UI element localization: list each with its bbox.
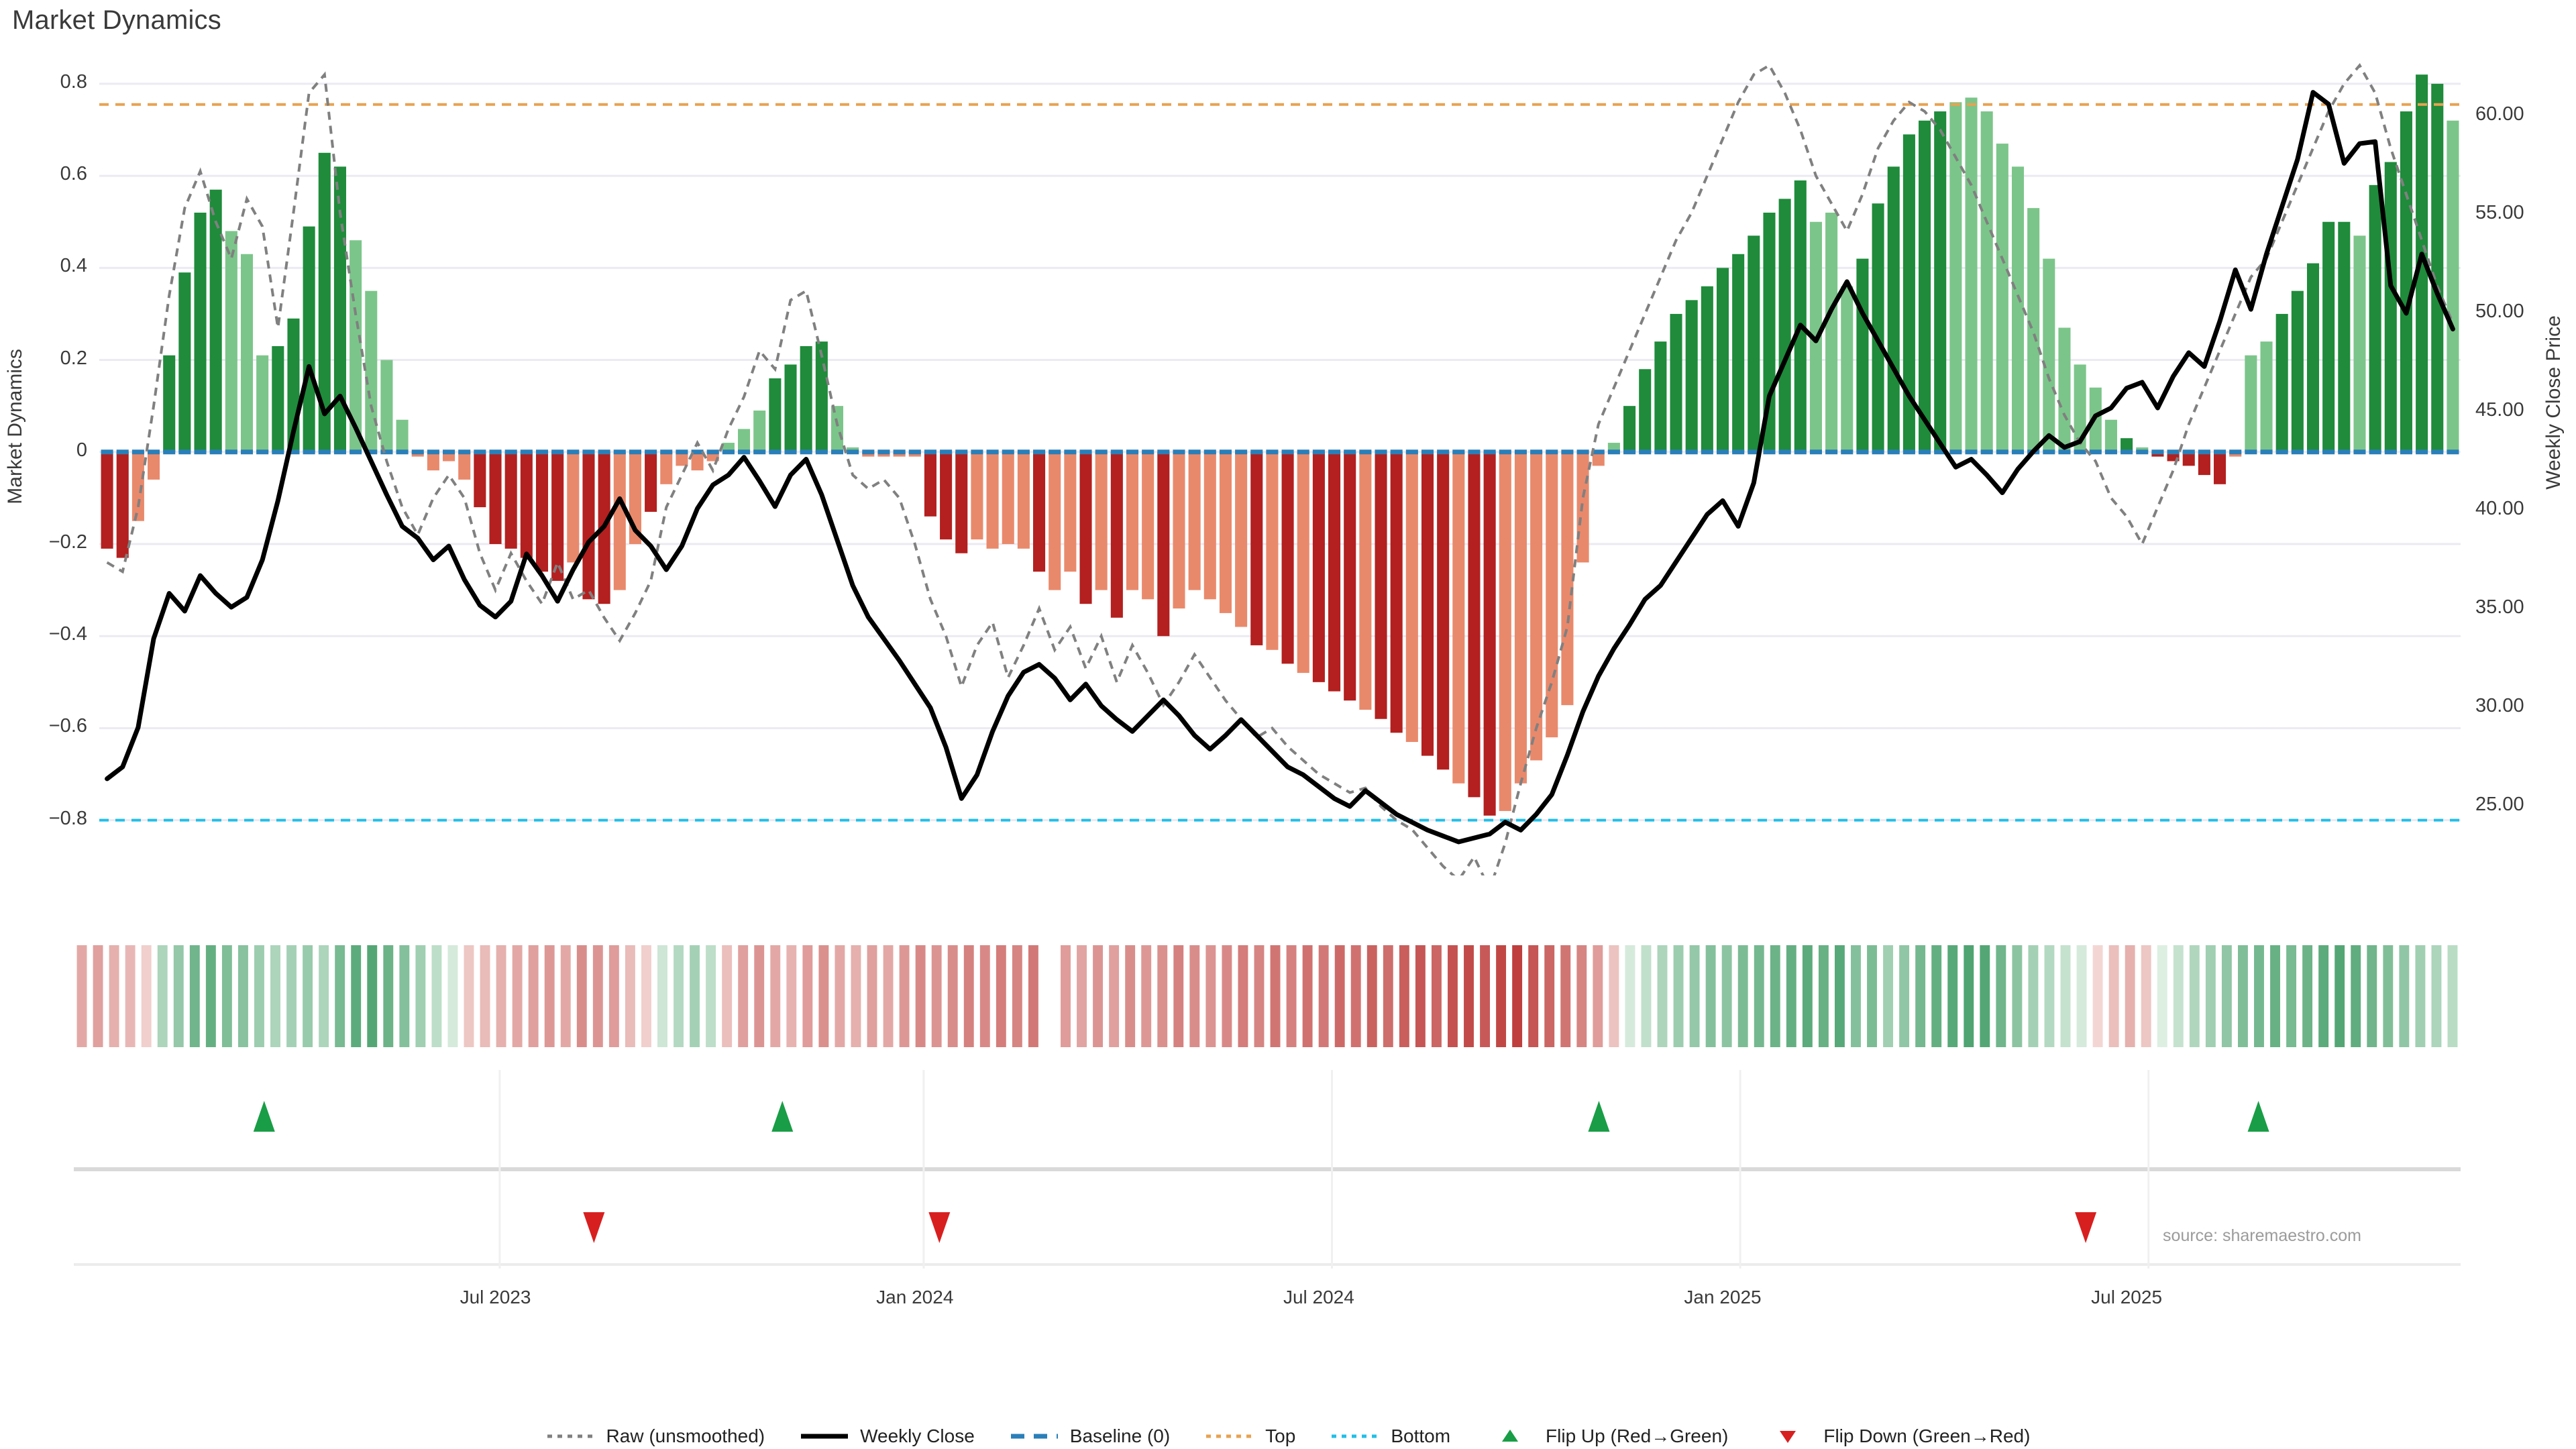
regime-heat-strip (74, 936, 2461, 1057)
right-axis-tick: 55.00 (2475, 201, 2524, 223)
legend-item[interactable]: Flip Down (Green→Red) (1763, 1426, 2030, 1447)
flip-marker-panel (74, 1070, 2461, 1271)
left-axis-tick: −0.8 (48, 807, 87, 829)
legend-label: Bottom (1391, 1426, 1451, 1446)
x-axis-tick: Jan 2024 (876, 1287, 954, 1307)
legend-swatch-dotted-line (1206, 1434, 1254, 1438)
right-axis-tick: 40.00 (2475, 498, 2524, 519)
flip-up-marker (1588, 1101, 1610, 1132)
right-axis-tick: 50.00 (2475, 300, 2524, 322)
flip-up-marker (2247, 1101, 2269, 1132)
legend-item[interactable]: Bottom (1330, 1426, 1450, 1447)
legend-label: Flip Down (Green→Red) (1823, 1426, 2031, 1446)
legend-swatch-dashed-line (1010, 1434, 1058, 1439)
left-axis-tick: 0.4 (60, 255, 87, 277)
left-axis-tick: −0.4 (48, 623, 87, 645)
legend-swatch-dotted-line (1332, 1434, 1379, 1438)
legend-label: Baseline (0) (1069, 1426, 1171, 1446)
legend-label: Raw (unsmoothed) (606, 1426, 765, 1446)
right-axis-label: Weekly Close Price (2542, 315, 2565, 490)
right-axis-tick: 60.00 (2475, 103, 2524, 125)
x-axis-tick: Jul 2025 (2091, 1287, 2163, 1307)
left-axis-tick: 0.8 (60, 70, 87, 93)
main-plot-area (99, 47, 2461, 875)
flip-down-marker (583, 1212, 605, 1243)
right-axis-tick: 45.00 (2475, 398, 2524, 421)
flip-up-marker (771, 1101, 794, 1132)
legend-label: Flip Up (Red→Green) (1546, 1426, 1729, 1446)
legend-swatch-dotted-line (547, 1434, 594, 1438)
flip-down-marker (928, 1212, 951, 1243)
main-plot-svg (99, 62, 2461, 875)
legend-item[interactable]: Weekly Close (800, 1426, 975, 1447)
regime-heat-strip-svg (76, 945, 2458, 1047)
legend-item[interactable]: Flip Up (Red→Green) (1485, 1426, 1728, 1447)
legend-label: Weekly Close (860, 1426, 975, 1446)
x-axis-tick: Jan 2025 (1684, 1287, 1762, 1307)
source-attribution: source: sharemaestro.com (2163, 1226, 2361, 1245)
x-axis-tick: Jul 2024 (1283, 1287, 1354, 1307)
flip-marker-svg (74, 1070, 2461, 1269)
legend-swatch-triangle-down (1780, 1431, 1796, 1443)
left-axis-tick: 0 (76, 439, 87, 461)
legend-label: Top (1265, 1426, 1296, 1446)
page-title: Market Dynamics (12, 5, 221, 35)
legend-swatch-triangle-up (1502, 1430, 1519, 1442)
left-axis-label: Market Dynamics (4, 349, 26, 504)
x-axis-tick: Jul 2023 (460, 1287, 531, 1307)
flip-up-marker (253, 1101, 275, 1132)
legend-swatch-solid-line (801, 1434, 849, 1439)
right-axis-tick: 30.00 (2475, 695, 2524, 717)
chart-legend: Raw (unsmoothed) Weekly Close Baseline (0)… (0, 1426, 2576, 1447)
flip-down-marker (2075, 1212, 2097, 1243)
right-axis-tick: 35.00 (2475, 596, 2524, 619)
legend-item[interactable]: Baseline (0) (1010, 1426, 1170, 1447)
legend-item[interactable]: Raw (unsmoothed) (546, 1426, 765, 1447)
legend-item[interactable]: Top (1205, 1426, 1295, 1447)
left-axis-tick: 0.6 (60, 163, 87, 185)
left-axis-tick: −0.2 (48, 531, 87, 553)
left-axis-tick: −0.6 (48, 715, 87, 737)
right-axis-tick: 25.00 (2475, 794, 2524, 816)
left-axis-tick: 0.2 (60, 347, 87, 369)
